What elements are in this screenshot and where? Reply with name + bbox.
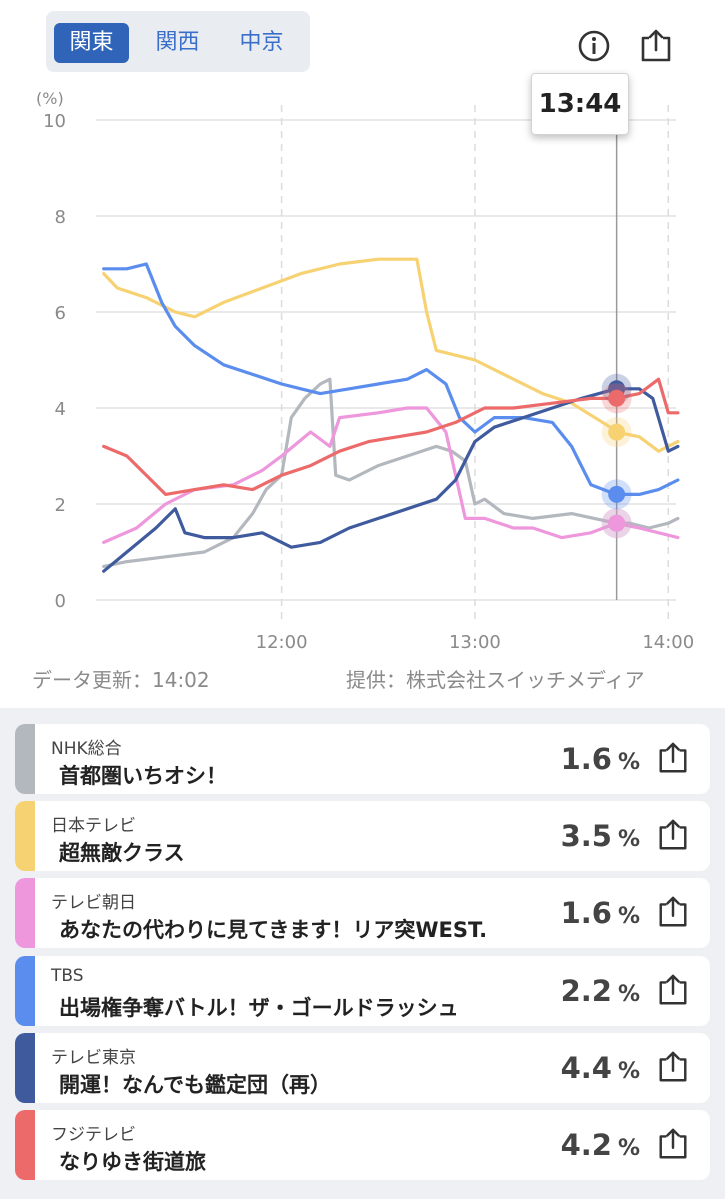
rating-value: 3.5% — [561, 819, 640, 853]
program-title: 出場権争奪バトル！ザ・ゴールドラッシュ — [59, 996, 459, 1020]
rating-value: 1.6% — [561, 896, 640, 930]
data-provider: 提供：株式会社スイッチメディア — [346, 668, 645, 692]
rating-value: 4.4% — [561, 1051, 640, 1085]
rating-number: 1.6 — [560, 896, 612, 930]
rating-value: 4.2% — [561, 1128, 640, 1162]
cursor-marker — [608, 485, 626, 503]
region-tabs: 関東 関西 中京 — [46, 11, 310, 72]
channel-color-bar — [15, 724, 35, 794]
tab-kanto[interactable]: 関東 — [54, 23, 129, 63]
time-tooltip: 13:44 — [531, 73, 629, 135]
series-line — [102, 406, 680, 544]
tab-chukyo[interactable]: 中京 — [239, 30, 284, 55]
rating-unit: % — [617, 904, 640, 929]
cursor-marker — [608, 389, 626, 407]
info-icon[interactable] — [576, 28, 612, 64]
rating-unit: % — [617, 1059, 640, 1084]
cursor-marker — [608, 423, 626, 441]
channel-color-bar — [15, 801, 35, 871]
share-icon[interactable] — [656, 741, 690, 775]
series-line — [102, 257, 680, 453]
rating-value: 1.6% — [561, 742, 640, 776]
y-axis-unit: (%) — [36, 89, 64, 108]
rating-card-tbs[interactable]: TBS 出場権争奪バトル！ザ・ゴールドラッシュ 2.2% — [15, 956, 710, 1026]
rating-card-fujitv[interactable]: フジテレビ なりゆき街道旅 4.2% — [15, 1110, 710, 1180]
rating-number: 3.5 — [560, 819, 612, 853]
y-tick-label: 2 — [55, 495, 66, 516]
y-tick-label: 4 — [55, 399, 66, 420]
share-icon[interactable] — [656, 895, 690, 929]
y-tick-label: 8 — [55, 207, 66, 228]
rating-chart[interactable]: 0 2 4 6 8 10 (%) 12:00 13:00 14:00 — [0, 80, 725, 660]
rating-number: 1.6 — [560, 742, 612, 776]
cursor-marker — [608, 514, 626, 532]
rating-number: 4.4 — [560, 1051, 612, 1085]
x-tick-label: 13:00 — [449, 632, 501, 653]
rating-card-nhk[interactable]: NHK総合 首都圏いちオシ！ 1.6% — [15, 724, 710, 794]
share-icon[interactable] — [656, 1127, 690, 1161]
rating-unit: % — [617, 827, 640, 852]
share-icon[interactable] — [656, 1050, 690, 1084]
x-tick-label: 12:00 — [256, 632, 308, 653]
program-title: 首都圏いちオシ！ — [59, 764, 227, 788]
x-tick-label: 14:00 — [642, 632, 694, 653]
rating-card-ntv[interactable]: 日本テレビ 超無敵クラス 3.5% — [15, 801, 710, 871]
y-tick-label: 10 — [43, 111, 66, 132]
channel-name: テレビ東京 — [51, 1048, 136, 1068]
share-icon[interactable] — [638, 28, 674, 64]
share-icon[interactable] — [656, 818, 690, 852]
rating-number: 2.2 — [560, 974, 612, 1008]
update-time: データ更新：14:02 — [32, 668, 210, 692]
rating-unit: % — [617, 982, 640, 1007]
program-title: あなたの代わりに見てきます！リア突WEST. — [59, 918, 488, 942]
y-tick-label: 6 — [55, 303, 66, 324]
share-icon[interactable] — [656, 973, 690, 1007]
rating-unit: % — [617, 750, 640, 775]
channel-color-bar — [15, 1110, 35, 1180]
channel-color-bar — [15, 878, 35, 948]
channel-color-bar — [15, 1033, 35, 1103]
channel-color-bar — [15, 956, 35, 1026]
rating-unit: % — [617, 1136, 640, 1161]
program-title: 超無敵クラス — [59, 841, 185, 865]
rating-card-tvtokyo[interactable]: テレビ東京 開運！なんでも鑑定団（再） 4.4% — [15, 1033, 710, 1103]
program-title: なりゆき街道旅 — [59, 1150, 206, 1174]
program-title: 開運！なんでも鑑定団（再） — [59, 1073, 331, 1097]
channel-name: TBS — [51, 966, 84, 986]
series-line — [102, 377, 680, 568]
rating-card-tvasahi[interactable]: テレビ朝日 あなたの代わりに見てきます！リア突WEST. 1.6% — [15, 878, 710, 948]
rating-number: 4.2 — [560, 1128, 612, 1162]
rating-value: 2.2% — [561, 974, 640, 1008]
series-line — [102, 262, 680, 496]
tab-kansai[interactable]: 関西 — [155, 30, 200, 55]
channel-name: NHK総合 — [51, 739, 122, 759]
channel-name: フジテレビ — [51, 1125, 136, 1145]
y-tick-label: 0 — [55, 591, 66, 612]
ratings-list: NHK総合 首都圏いちオシ！ 1.6% 日本テレビ 超無敵クラス 3.5% テレ… — [0, 708, 725, 1199]
chart-panel: 関東 関西 中京 0 2 4 6 8 10 (%) 12:00 13:00 14:00 13:44… — [0, 11, 725, 692]
channel-name: 日本テレビ — [51, 816, 136, 836]
channel-name: テレビ朝日 — [51, 893, 136, 913]
